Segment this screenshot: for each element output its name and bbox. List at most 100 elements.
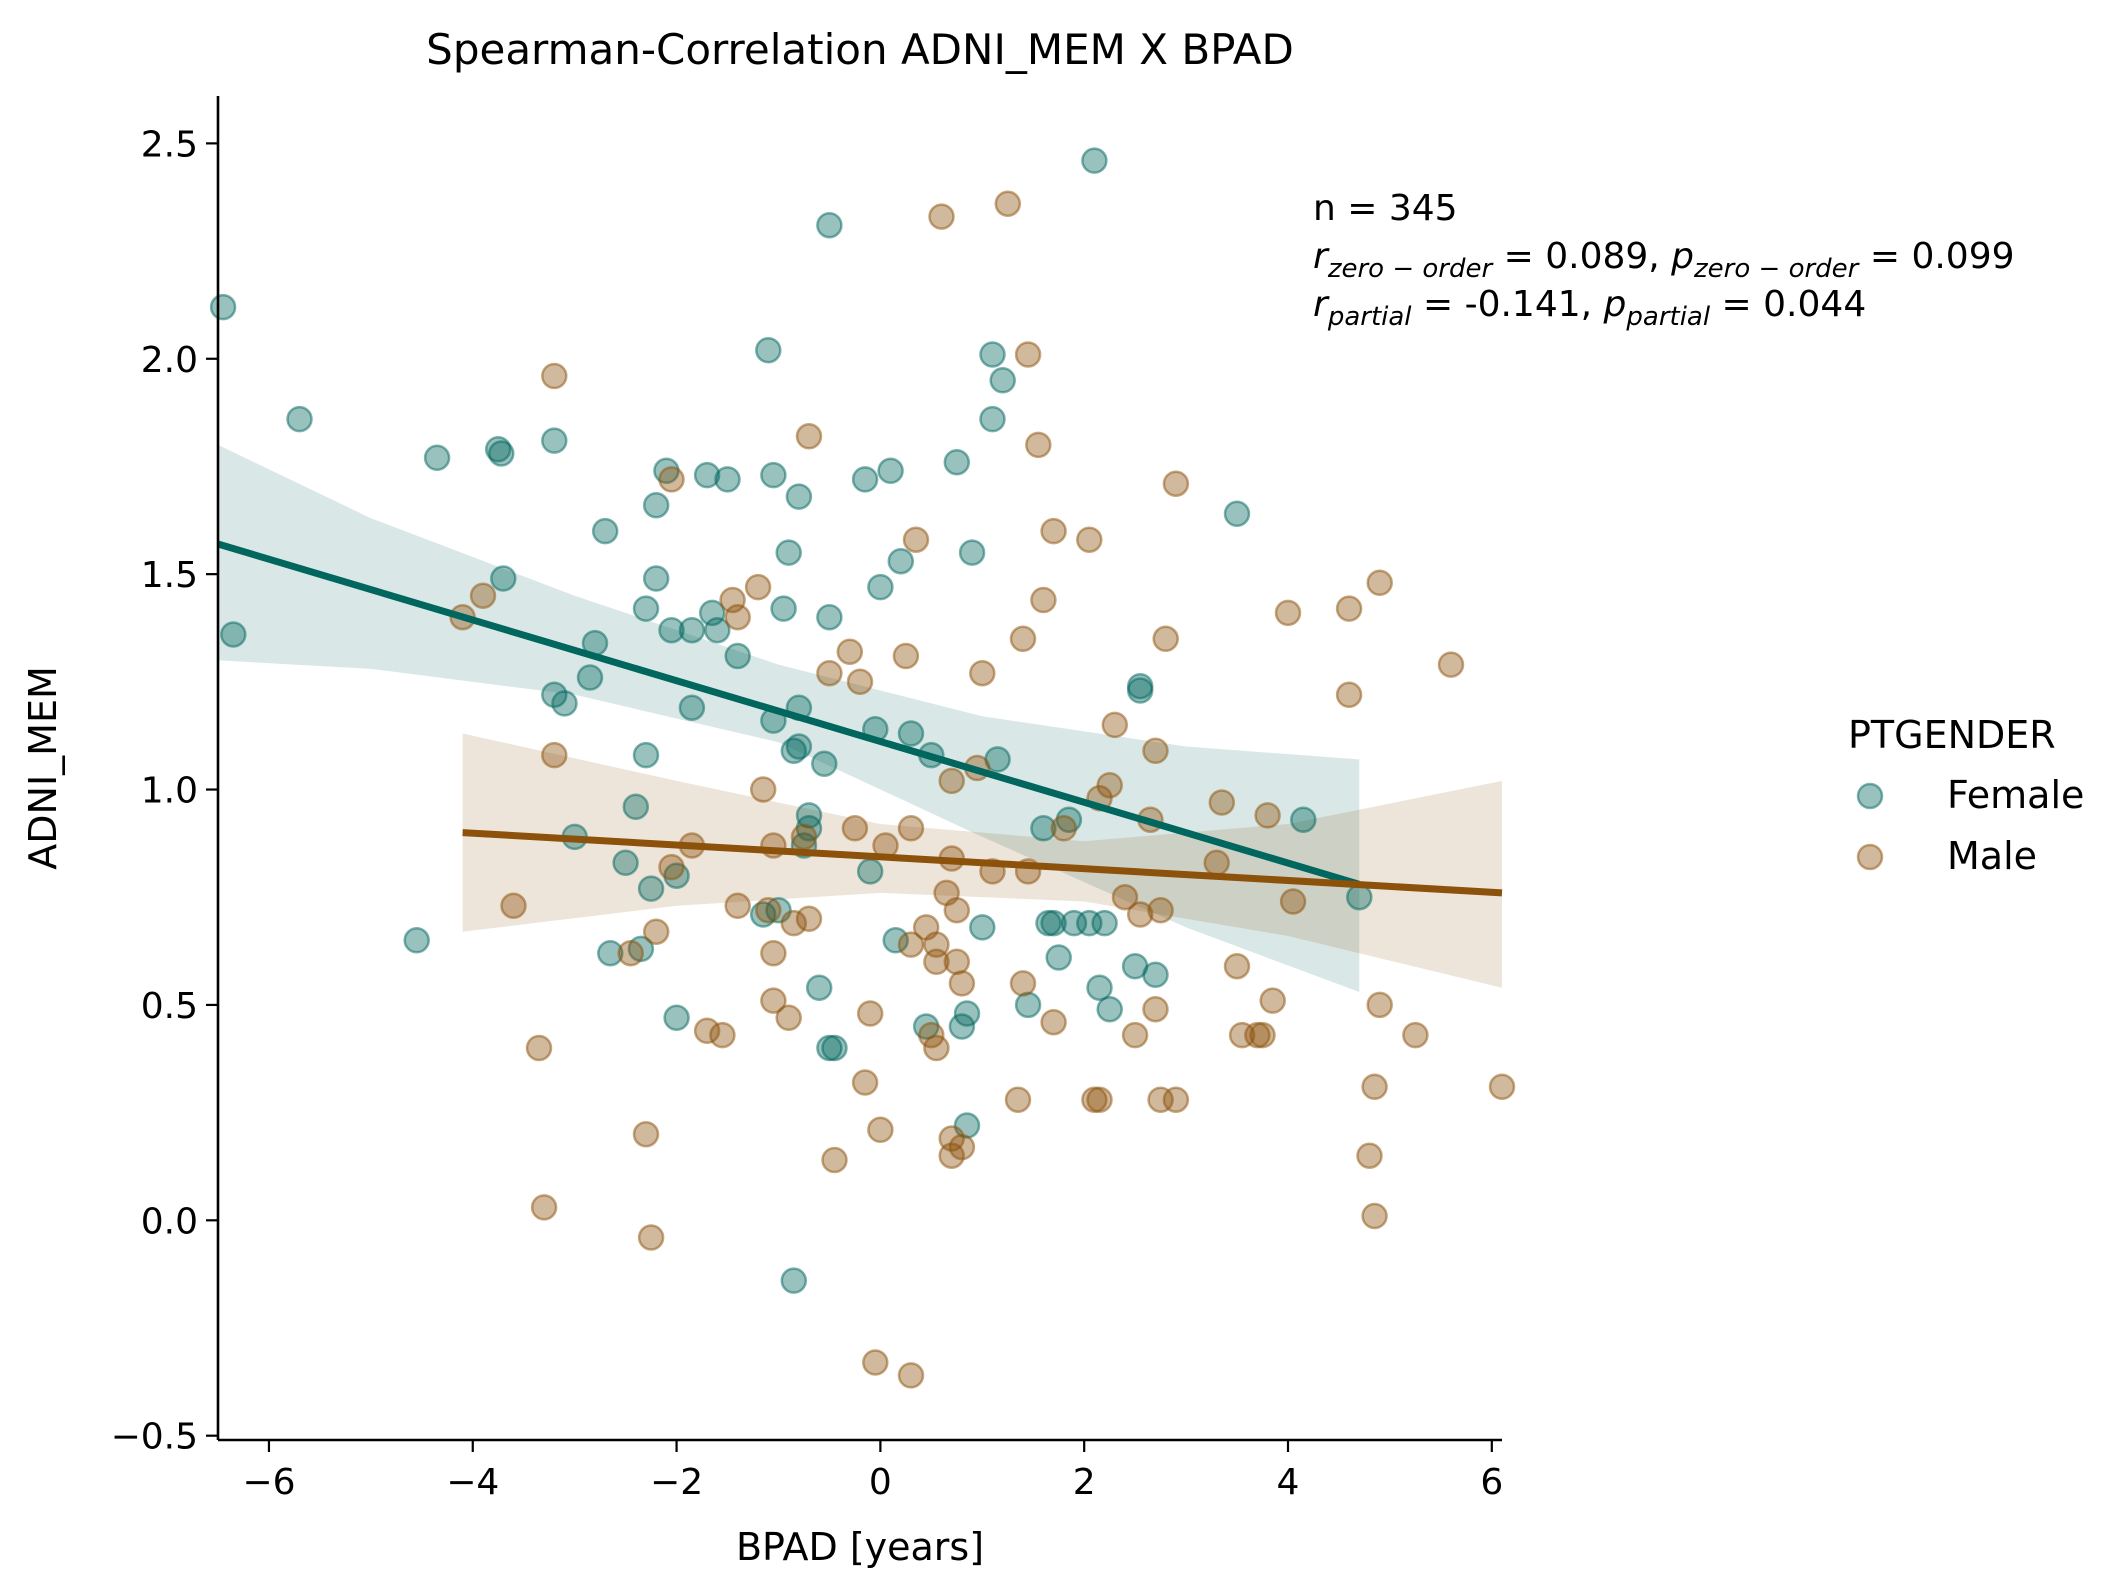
point-male bbox=[836, 638, 864, 665]
point-female bbox=[856, 858, 884, 885]
point-male bbox=[795, 905, 823, 933]
point-male bbox=[816, 659, 843, 687]
point-male bbox=[525, 1034, 553, 1062]
partial-eq2: = bbox=[1710, 284, 1763, 325]
point-female bbox=[816, 211, 843, 239]
point-male bbox=[632, 1120, 660, 1148]
x-tick-label: 4 bbox=[1277, 1462, 1300, 1503]
x-tick-label: 2 bbox=[1073, 1462, 1096, 1503]
point-male bbox=[1223, 952, 1251, 980]
point-female bbox=[821, 1034, 848, 1062]
annotation-zero-order: rzero − order = 0.089, pzero − order = 0… bbox=[1313, 236, 2015, 284]
y-tick-label: 0.0 bbox=[141, 1201, 198, 1242]
point-male bbox=[744, 573, 772, 601]
point-female bbox=[1081, 147, 1108, 174]
point-male bbox=[1208, 789, 1236, 816]
regression-lines bbox=[216, 540, 1503, 897]
point-female bbox=[693, 461, 721, 489]
point-female bbox=[642, 565, 670, 592]
point-female bbox=[785, 483, 813, 510]
point-male bbox=[994, 190, 1022, 217]
point-male bbox=[969, 659, 996, 687]
point-female bbox=[1030, 815, 1057, 842]
point-female bbox=[714, 466, 741, 493]
point-female bbox=[484, 435, 512, 463]
point-female bbox=[541, 681, 568, 709]
legend-label-female: Female bbox=[1947, 773, 2084, 817]
zero-order-eq2: = bbox=[1858, 236, 1911, 277]
scatter-points bbox=[209, 147, 1516, 1389]
y-tick-label: 1.5 bbox=[141, 555, 198, 596]
point-female bbox=[597, 939, 624, 967]
point-female bbox=[1142, 961, 1169, 989]
point-female bbox=[490, 565, 517, 592]
point-male bbox=[938, 1142, 965, 1169]
zero-order-p-value: 0.099 bbox=[1911, 236, 2014, 277]
point-male bbox=[658, 466, 685, 493]
point-female bbox=[403, 927, 430, 954]
y-tick-label: 2.5 bbox=[141, 124, 198, 165]
point-male bbox=[749, 776, 777, 803]
point-female bbox=[989, 367, 1016, 394]
point-male bbox=[1025, 431, 1052, 459]
point-female bbox=[678, 616, 706, 644]
point-male bbox=[1335, 595, 1363, 622]
y-axis-ticks: −0.5 0.0 0.5 1.0 1.5 2.0 2.5 bbox=[111, 124, 218, 1458]
partial-p-symbol: p bbox=[1603, 284, 1627, 325]
point-female bbox=[887, 547, 915, 575]
point-male bbox=[1366, 569, 1393, 597]
point-male bbox=[923, 948, 950, 976]
point-male bbox=[1040, 1008, 1067, 1036]
point-male bbox=[1101, 711, 1129, 739]
point-female bbox=[770, 595, 797, 622]
point-male bbox=[846, 668, 874, 696]
point-male bbox=[1076, 526, 1103, 553]
axes: −6 −4 −2 0 2 4 6 −0.5 0.0 0.5 1.0 1.5 2.0 2.5 BPAD [… bbox=[21, 96, 1503, 1569]
point-female bbox=[642, 491, 670, 519]
point-female bbox=[1223, 500, 1251, 528]
zero-order-r-symbol: r bbox=[1313, 236, 1330, 277]
point-female bbox=[953, 1000, 981, 1027]
zero-order-p-subscript: zero − order bbox=[1693, 254, 1861, 284]
legend-marker-female bbox=[1856, 782, 1884, 810]
point-male bbox=[1361, 1202, 1388, 1230]
point-female bbox=[1096, 995, 1123, 1023]
point-female bbox=[851, 466, 879, 493]
point-male bbox=[760, 987, 787, 1014]
point-female bbox=[805, 974, 833, 1001]
point-female bbox=[785, 733, 813, 760]
point-male bbox=[1111, 883, 1139, 911]
zero-order-eq1: = bbox=[1492, 236, 1545, 277]
point-female bbox=[1290, 806, 1317, 833]
x-axis-label: BPAD [years] bbox=[736, 1525, 984, 1569]
point-female bbox=[488, 440, 515, 467]
x-tick-label: −6 bbox=[242, 1462, 295, 1503]
partial-r-value: -0.141 bbox=[1465, 284, 1581, 325]
point-male bbox=[943, 896, 971, 924]
point-male bbox=[1437, 651, 1465, 678]
point-male bbox=[1361, 1073, 1388, 1101]
regression-line-male bbox=[462, 829, 1503, 897]
annotation-partial: rpartial = -0.141, ppartial = 0.044 bbox=[1313, 284, 1866, 332]
point-male bbox=[1009, 970, 1037, 997]
point-female bbox=[775, 539, 802, 566]
zero-order-r-value: 0.089 bbox=[1545, 236, 1648, 277]
point-male bbox=[1254, 802, 1281, 829]
point-female bbox=[678, 694, 706, 721]
point-male bbox=[780, 909, 808, 937]
point-male bbox=[897, 931, 925, 958]
point-male bbox=[1356, 1142, 1383, 1169]
point-female bbox=[979, 405, 1006, 433]
point-male bbox=[923, 1034, 950, 1062]
point-female bbox=[1091, 909, 1118, 937]
point-female bbox=[755, 336, 782, 364]
point-female bbox=[877, 457, 904, 485]
x-tick-label: −2 bbox=[650, 1462, 703, 1503]
point-female bbox=[286, 405, 313, 433]
point-female bbox=[632, 595, 660, 622]
point-male bbox=[821, 1146, 848, 1174]
point-male bbox=[1279, 888, 1307, 915]
point-female bbox=[209, 293, 237, 321]
point-male bbox=[709, 1021, 736, 1049]
